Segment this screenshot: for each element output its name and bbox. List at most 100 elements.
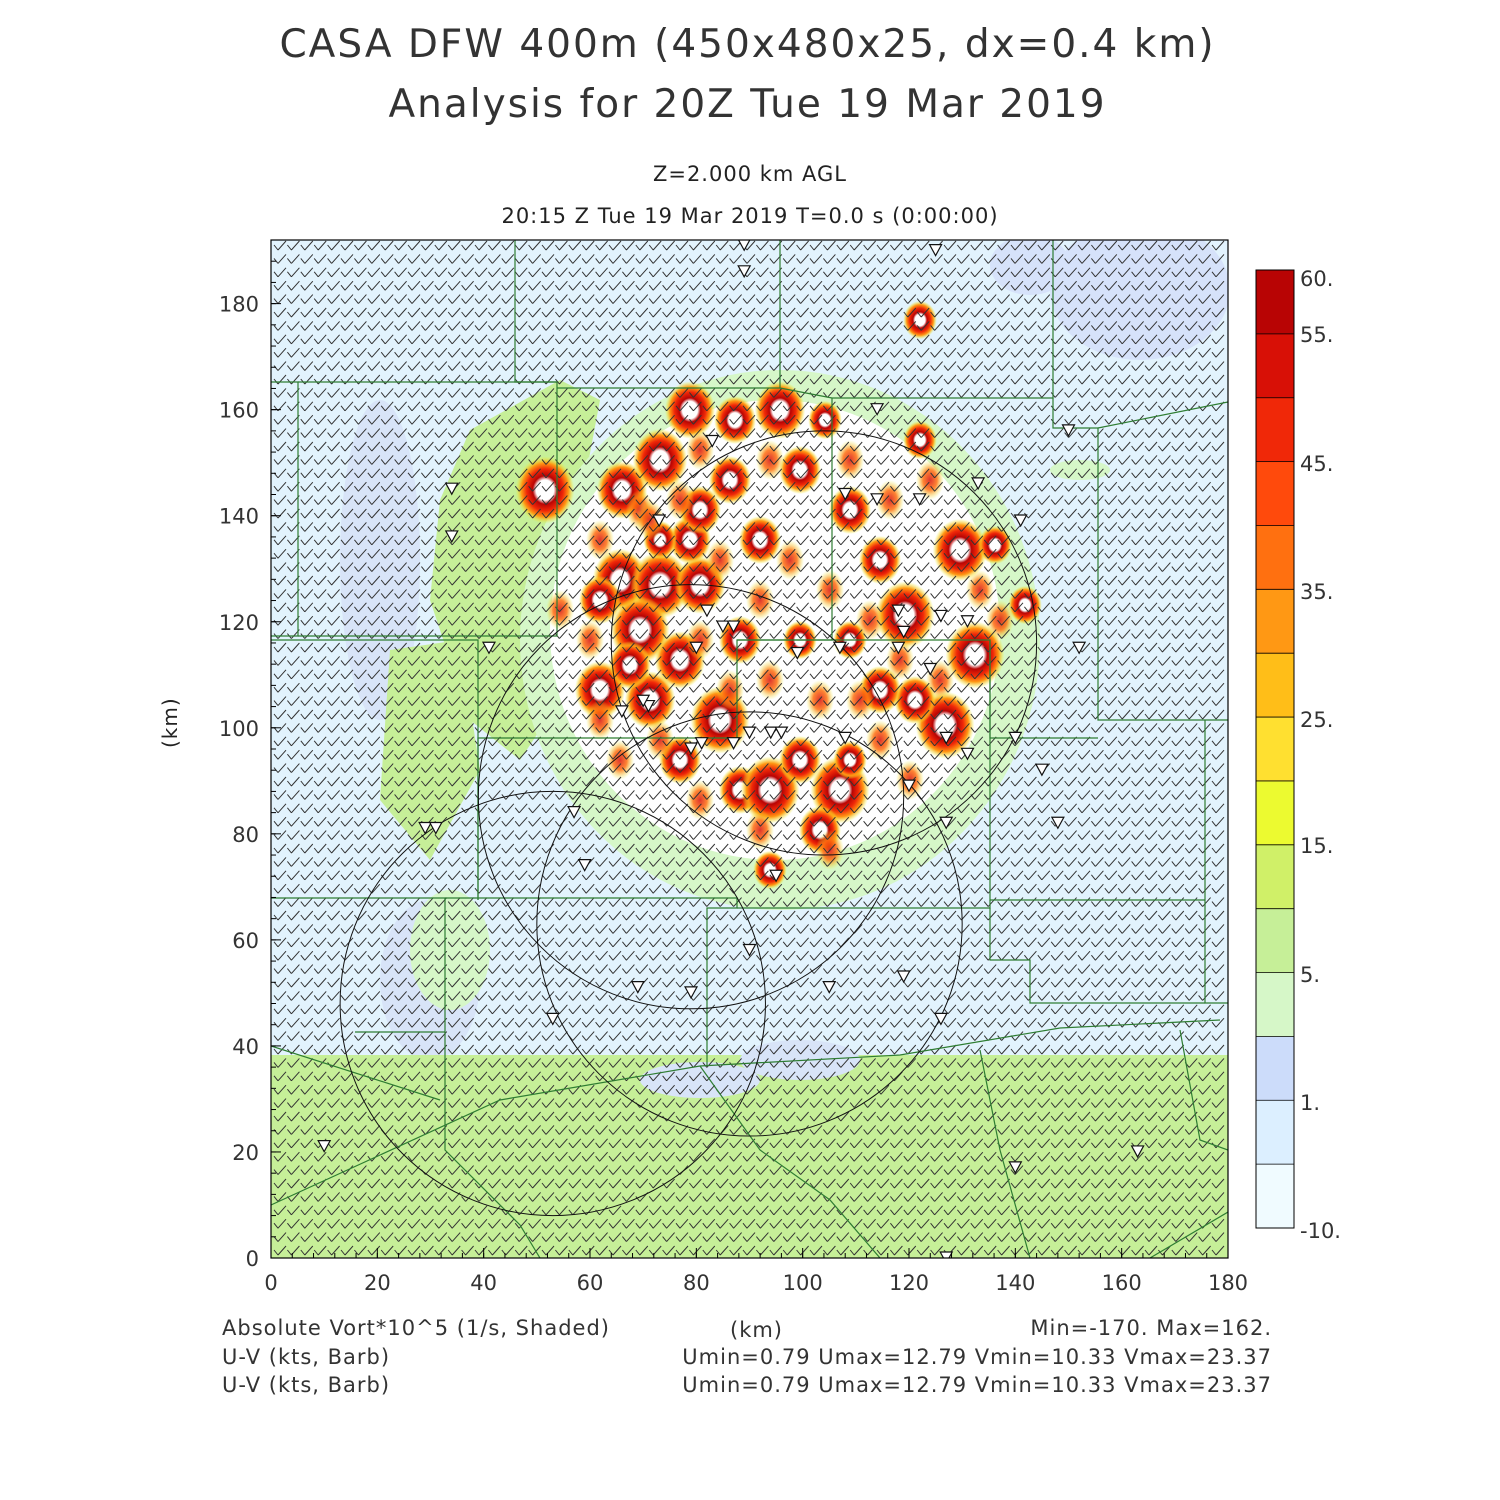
station-marker <box>933 1012 948 1026</box>
vorticity-cell <box>686 620 714 660</box>
radar-ring <box>477 584 905 1010</box>
vorticity-cell <box>746 810 774 850</box>
station-marker <box>715 620 730 634</box>
station-marker <box>790 646 805 660</box>
x-tick-label: 40 <box>470 1271 497 1295</box>
vorticity-cell <box>716 670 744 710</box>
chart-title-line1: CASA DFW 400m (450x480x25, dx=0.4 km) <box>279 22 1216 67</box>
colorbar-label: 45. <box>1300 452 1333 476</box>
y-tick-label: 0 <box>246 1247 259 1271</box>
colorbar-swatch <box>1256 972 1294 1037</box>
vorticity-cell <box>779 736 821 784</box>
station-marker <box>923 662 938 676</box>
vorticity-cell <box>746 580 774 620</box>
colorbar-label: 15. <box>1300 834 1333 858</box>
colorbar-label: -10. <box>1300 1219 1341 1243</box>
station-marker <box>684 742 699 756</box>
station-marker <box>444 482 459 496</box>
vorticity-cell <box>579 576 621 624</box>
station-marker <box>1061 424 1076 438</box>
vorticity-cell <box>916 460 944 500</box>
vorticity-cell <box>856 600 884 640</box>
colorbar-swatch <box>1256 525 1294 590</box>
footer-stats-2: Umin=0.79 Umax=12.79 Vmin=10.33 Vmax=23.… <box>682 1373 1272 1397</box>
station-marker <box>737 240 751 252</box>
x-tick-label: 80 <box>683 1271 710 1295</box>
colorbar-swatch <box>1256 1164 1294 1229</box>
colorbar-label: 5. <box>1300 963 1320 987</box>
colorbar-swatch <box>1256 1036 1294 1101</box>
y-tick-label: 180 <box>219 293 259 317</box>
station-marker <box>742 943 757 957</box>
x-tick-label: 120 <box>889 1271 929 1295</box>
vorticity-cell <box>686 780 714 820</box>
station-marker <box>705 434 720 448</box>
station-marker <box>726 737 741 750</box>
colorbar-label: 25. <box>1300 708 1333 732</box>
footer-field-label: Absolute Vort*10^5 (1/s, Shaded) <box>222 1316 610 1340</box>
vorticity-cell <box>546 590 574 630</box>
station-marker <box>901 779 917 793</box>
vorticity-cell <box>876 480 904 520</box>
station-marker <box>428 821 443 835</box>
vorticity-cell <box>609 641 651 689</box>
vorticity-cell <box>966 570 994 610</box>
station-marker <box>689 641 704 655</box>
level-label: Z=2.000 km AGL <box>652 162 848 186</box>
colorbar-swatch <box>1256 397 1294 463</box>
station-marker <box>870 493 885 507</box>
colorbar-swatch <box>1256 1100 1294 1165</box>
station-marker <box>763 726 778 740</box>
y-axis: 0 20 40 60 80 100 120 140 160 180 <box>219 239 281 1271</box>
valid-time-label: 20:15 Z Tue 19 Mar 2019 T=0.0 s (0:00:00… <box>501 204 999 228</box>
vorticity-cell <box>779 446 821 494</box>
colorbar-swatch <box>1256 461 1294 526</box>
station-marker <box>742 726 757 740</box>
station-marker <box>832 641 847 655</box>
station-marker <box>891 604 906 618</box>
vorticity-cell <box>686 430 714 470</box>
station-marker <box>838 487 853 501</box>
x-tick-label: 60 <box>577 1271 604 1295</box>
vorticity-cell <box>866 720 894 760</box>
vorticity-cell <box>806 680 834 720</box>
y-tick-label: 40 <box>232 1035 259 1059</box>
wind-barb-field <box>273 240 1225 1256</box>
vorticity-cell <box>632 428 688 492</box>
station-marker <box>567 806 582 819</box>
station-marker <box>1008 731 1023 745</box>
x-tick-label: 180 <box>1208 1271 1248 1295</box>
station-marker <box>939 816 954 830</box>
vorticity-cell <box>875 581 935 649</box>
colorbar-label: 35. <box>1300 580 1333 604</box>
vorticity-cell <box>836 440 864 480</box>
vorticity-cell <box>706 540 734 580</box>
colorbar-swatch <box>1256 333 1294 399</box>
station-marker <box>1008 1161 1023 1175</box>
y-tick-label: 60 <box>232 929 259 953</box>
colorbar: 60. 55. 45. 35. 25. 15. 5. 1. -10. <box>1255 267 1341 1243</box>
x-tick-label: 20 <box>364 1271 391 1295</box>
wind-barbs <box>273 240 1225 1256</box>
vorticity-cell <box>714 396 756 444</box>
station-markers <box>317 240 1145 1258</box>
colorbar-swatch <box>1256 780 1294 846</box>
y-tick-label: 160 <box>219 399 259 423</box>
y-tick-label: 120 <box>219 611 259 635</box>
chart-title-line2: Analysis for 20Z Tue 19 Mar 2019 <box>388 82 1107 127</box>
vorticity-cell <box>816 570 844 610</box>
vorticity-cell <box>586 700 614 740</box>
station-marker <box>737 265 752 279</box>
footer-barb-label-1: U-V (kts, Barb) <box>222 1345 391 1369</box>
station-marker <box>870 403 885 416</box>
radar-range-rings <box>339 430 1038 1217</box>
footer-stats-1: Umin=0.79 Umax=12.79 Vmin=10.33 Vmax=23.… <box>682 1345 1272 1369</box>
colorbar-swatch <box>1256 270 1294 335</box>
radar-ring <box>610 430 1038 856</box>
station-marker <box>684 986 699 1000</box>
footer-barb-label-2: U-V (kts, Barb) <box>222 1373 391 1397</box>
station-marker <box>928 244 943 257</box>
y-tick-label: 100 <box>219 717 259 741</box>
station-marker <box>1050 816 1065 830</box>
station-marker <box>545 1012 560 1026</box>
